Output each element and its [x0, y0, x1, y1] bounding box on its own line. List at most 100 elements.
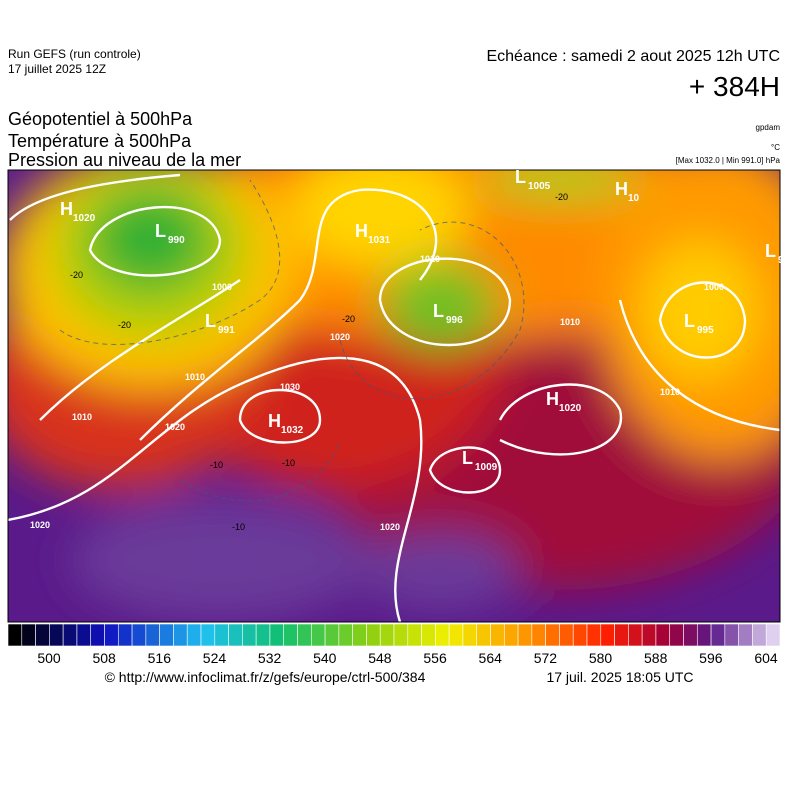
isotherm-label: -10	[210, 460, 223, 470]
colorbar-swatch	[545, 623, 560, 647]
colorbar-swatch	[641, 623, 657, 647]
colorbar-swatch	[145, 623, 160, 647]
center-value: 991	[218, 325, 235, 336]
colorbar-swatch	[448, 623, 464, 647]
isobar-label: 1010	[560, 317, 580, 327]
colorbar-swatch	[407, 623, 422, 647]
center-value: 1020	[559, 403, 582, 414]
center-value: 996	[446, 315, 463, 326]
colorbar-swatch	[7, 623, 23, 647]
isobar	[498, 383, 623, 456]
run-date: 17 juillet 2025 12Z	[8, 62, 106, 76]
colorbar-swatch	[21, 623, 36, 647]
colorbar-swatch	[297, 623, 312, 647]
colorbar-swatch	[131, 623, 147, 647]
center-letter: H	[615, 179, 628, 199]
colorbar-tick-label: 580	[589, 650, 613, 666]
colorbar-tick-label: 596	[699, 650, 723, 666]
isobar	[9, 173, 181, 221]
isobar-label: 1000	[704, 282, 724, 292]
colorbar-swatch	[572, 623, 588, 647]
colorbar-swatch	[117, 623, 133, 647]
colorbar-swatch	[462, 623, 478, 647]
colorbar-tick-label: 588	[644, 650, 668, 666]
source-url: © http://www.infoclimat.fr/z/gefs/europe…	[105, 669, 426, 685]
center-value: 10	[628, 193, 640, 204]
colorbar-swatch	[614, 623, 629, 647]
map	[8, 170, 780, 622]
isotherm-label: -10	[232, 522, 245, 532]
isotherm-label: -20	[555, 192, 568, 202]
colorbar-swatch	[173, 623, 188, 647]
colorbar-swatch	[738, 623, 753, 647]
title: Géopotentiel à 500hPa	[8, 109, 193, 129]
colorbar-swatch	[628, 623, 643, 647]
colorbar-swatch	[49, 623, 64, 647]
isobar-label: 1010	[660, 387, 680, 397]
colorbar-swatch	[62, 623, 78, 647]
center-value: 1020	[73, 213, 96, 224]
isobar-label: 1010	[420, 254, 440, 264]
colorbar-swatch	[421, 623, 436, 647]
center-letter: L	[684, 311, 695, 331]
colorbar-swatch	[228, 623, 243, 647]
center-letter: L	[515, 167, 526, 187]
isotherm-label: -20	[118, 320, 131, 330]
isobar-label: 1020	[330, 332, 350, 342]
colorbar-swatch	[269, 623, 285, 647]
colorbar-swatch	[186, 623, 202, 647]
timestamp: 17 juil. 2025 18:05 UTC	[546, 669, 693, 685]
center-letter: H	[268, 411, 281, 431]
isobar	[378, 257, 512, 347]
isobar	[8, 356, 423, 622]
isobar	[88, 205, 222, 277]
colorbar-swatch	[765, 623, 781, 647]
colorbar-tick-label: 572	[534, 650, 558, 666]
lead-time: + 384H	[689, 71, 780, 102]
colorbar-swatch	[517, 623, 533, 647]
center-letter: H	[60, 199, 73, 219]
center-value: 1005	[528, 181, 551, 192]
isotherms	[59, 179, 525, 502]
isobar	[39, 279, 241, 421]
colorbar-swatch	[600, 623, 615, 647]
isobar-label: 1020	[165, 422, 185, 432]
colorbar-swatch	[393, 623, 409, 647]
center-letter: H	[355, 221, 368, 241]
colorbar-swatch	[366, 623, 381, 647]
isotherm-label: -10	[282, 458, 295, 468]
colorbar-tick-label: 604	[754, 650, 778, 666]
isobar-label: 1010	[185, 372, 205, 382]
colorbar-swatch	[752, 623, 767, 647]
isobar	[428, 446, 502, 494]
colorbar-swatch	[338, 623, 353, 647]
isobar-label: 1010	[72, 412, 92, 422]
isobar-label: 1020	[30, 520, 50, 530]
colorbar-tick-label: 540	[313, 650, 337, 666]
unit: gpdam	[756, 123, 781, 132]
colorbar-swatch	[490, 623, 505, 647]
colorbar-swatch	[214, 623, 229, 647]
isobar	[658, 281, 747, 359]
isobars	[8, 173, 780, 622]
colorbar-tick-label: 564	[479, 650, 503, 666]
isotherm-label: -20	[342, 314, 355, 324]
run-label: Run GEFS (run controle)	[8, 47, 141, 61]
colorbar-swatch	[76, 623, 92, 647]
colorbar-tick-label: 532	[258, 650, 282, 666]
colorbar-tick-label: 548	[368, 650, 392, 666]
colorbar-swatch	[255, 623, 271, 647]
colorbar-swatch	[655, 623, 671, 647]
colorbar-swatch	[586, 623, 602, 647]
colorbar-swatch	[35, 623, 50, 647]
center-value: 1032	[281, 425, 304, 436]
colorbar-swatch	[352, 623, 367, 647]
colorbar-tick-label: 556	[423, 650, 447, 666]
colorbar-swatch	[476, 623, 491, 647]
isobar-label: 1020	[380, 522, 400, 532]
unit: [Max 1032.0 | Min 991.0] hPa	[676, 156, 781, 165]
center-letter: L	[462, 448, 473, 468]
